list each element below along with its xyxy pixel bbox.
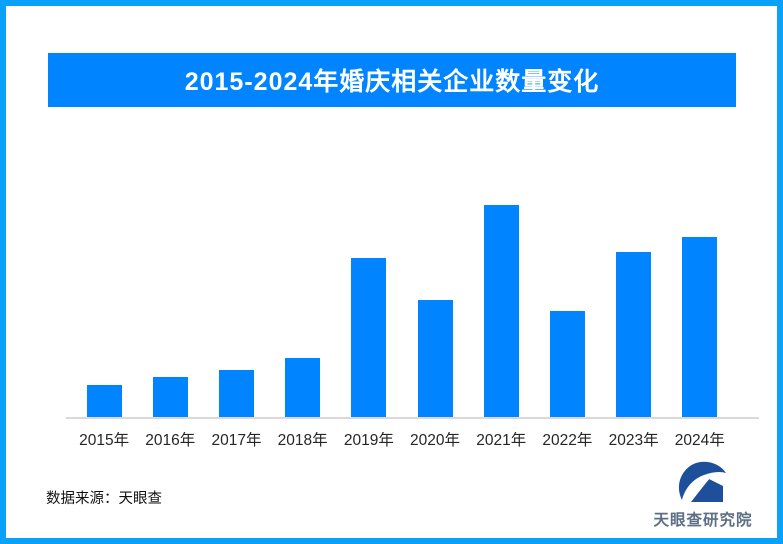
- bar-2016年: [152, 376, 188, 417]
- bar-2024年: [682, 236, 718, 417]
- x-tick-label: 2020年: [410, 432, 461, 449]
- x-tick-label: 2023年: [608, 432, 659, 449]
- bar-2018年: [285, 357, 321, 417]
- chart-title-banner: 2015-2024年婚庆相关企业数量变化: [48, 53, 736, 107]
- bar-2020年: [417, 300, 453, 417]
- bar-column: [270, 205, 336, 417]
- x-tick-label: 2015年: [79, 432, 130, 449]
- bar-2019年: [351, 258, 387, 417]
- bar-column: [203, 205, 269, 417]
- bar-2023年: [616, 251, 652, 417]
- tianyancha-eye-roof-icon: [678, 461, 726, 504]
- chart-title: 2015-2024年婚庆相关企业数量变化: [184, 68, 600, 96]
- publisher-logo: 天眼查研究院: [638, 458, 768, 532]
- bar-column: [336, 205, 402, 417]
- x-tick-label: 2018年: [277, 432, 328, 449]
- bar-column: [137, 205, 203, 417]
- bar-2022年: [549, 311, 585, 417]
- x-axis-tick-labels: 2015年 2016年 2017年 2018年 2019年 2020年 2021年 2022年…: [71, 428, 733, 450]
- bar-2021年: [483, 205, 519, 417]
- bar-chart-plot-area: [71, 205, 733, 417]
- bar-column: [468, 205, 534, 417]
- x-tick-label: 2022年: [542, 432, 593, 449]
- bar-column: [667, 205, 733, 417]
- bar-column: [601, 205, 667, 417]
- bar-column: [402, 205, 468, 417]
- bar-column: [534, 205, 600, 417]
- x-axis-line: [66, 417, 759, 419]
- bar-2015年: [86, 385, 122, 417]
- x-tick-label: 2016年: [145, 432, 196, 449]
- x-tick-label: 2021年: [476, 432, 527, 449]
- x-tick-label: 2019年: [343, 432, 394, 449]
- bar-column: [71, 205, 137, 417]
- data-source-note: 数据来源：天眼查: [46, 491, 162, 507]
- x-tick-label: 2024年: [674, 432, 725, 449]
- publisher-logo-text: 天眼查研究院: [653, 512, 753, 529]
- bar-2017年: [218, 370, 254, 417]
- x-tick-label: 2017年: [211, 432, 262, 449]
